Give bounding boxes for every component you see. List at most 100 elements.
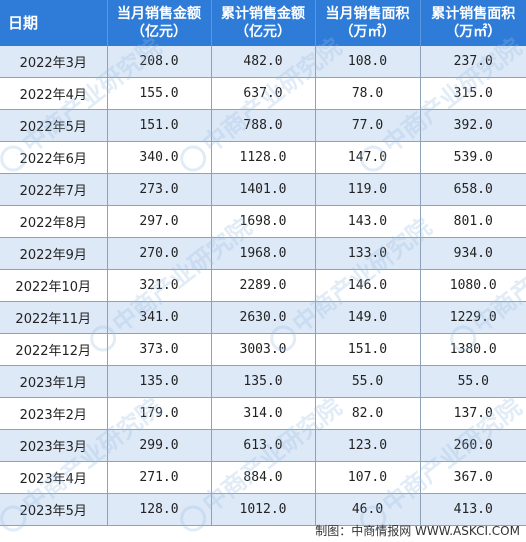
value-cell: 3003.0 — [211, 333, 316, 366]
value-cell: 55.0 — [315, 365, 421, 398]
value-cell: 119.0 — [315, 173, 421, 206]
value-cell: 135.0 — [107, 365, 212, 398]
value-cell: 539.0 — [420, 141, 526, 174]
value-cell: 46.0 — [315, 493, 421, 526]
value-cell: 151.0 — [107, 109, 212, 142]
date-cell: 2022年9月 — [0, 237, 108, 270]
source-credit: 制图：中商情报网 WWW.ASKCI.COM — [315, 524, 520, 538]
date-cell: 2023年3月 — [0, 429, 108, 462]
value-cell: 137.0 — [420, 397, 526, 430]
date-cell: 2023年4月 — [0, 461, 108, 494]
table-row: 2022年3月 208.0 482.0 108.0 237.0 — [0, 46, 526, 78]
value-cell: 273.0 — [107, 173, 212, 206]
value-cell: 1012.0 — [211, 493, 316, 526]
date-cell: 2022年4月 — [0, 77, 108, 110]
value-cell: 155.0 — [107, 77, 212, 110]
value-cell: 297.0 — [107, 205, 212, 238]
column-header-date: 日期 — [0, 0, 108, 46]
value-cell: 237.0 — [420, 46, 526, 78]
value-cell: 934.0 — [420, 237, 526, 270]
value-cell: 613.0 — [211, 429, 316, 462]
value-cell: 341.0 — [107, 301, 212, 334]
column-header-cumulative-sales-area: 累计销售面积 （万㎡） — [420, 0, 526, 46]
value-cell: 77.0 — [315, 109, 421, 142]
date-cell: 2022年3月 — [0, 46, 108, 78]
value-cell: 149.0 — [315, 301, 421, 334]
sales-table: 日期 当月销售金额 （亿元） 累计销售金额 （亿元） 当月销售面积 （万㎡） 累… — [0, 0, 526, 526]
value-cell: 143.0 — [315, 205, 421, 238]
table-row: 2022年4月 155.0 637.0 78.0 315.0 — [0, 77, 526, 110]
value-cell: 367.0 — [420, 461, 526, 494]
column-header-label: 日期 — [8, 14, 39, 32]
table-row: 2023年1月 135.0 135.0 55.0 55.0 — [0, 365, 526, 398]
value-cell: 1229.0 — [420, 301, 526, 334]
table-row: 2022年10月 321.0 2289.0 146.0 1080.0 — [0, 269, 526, 302]
value-cell: 637.0 — [211, 77, 316, 110]
value-cell: 2289.0 — [211, 269, 316, 302]
value-cell: 884.0 — [211, 461, 316, 494]
value-cell: 1080.0 — [420, 269, 526, 302]
value-cell: 1401.0 — [211, 173, 316, 206]
value-cell: 179.0 — [107, 397, 212, 430]
value-cell: 107.0 — [315, 461, 421, 494]
value-cell: 146.0 — [315, 269, 421, 302]
value-cell: 392.0 — [420, 109, 526, 142]
table-row: 2022年11月 341.0 2630.0 149.0 1229.0 — [0, 301, 526, 334]
value-cell: 260.0 — [420, 429, 526, 462]
table-body: 2022年3月 208.0 482.0 108.0 237.0 2022年4月 155.0 6… — [0, 46, 526, 526]
column-header-unit: （亿元） — [235, 24, 291, 40]
value-cell: 147.0 — [315, 141, 421, 174]
value-cell: 315.0 — [420, 77, 526, 110]
value-cell: 2630.0 — [211, 301, 316, 334]
value-cell: 658.0 — [420, 173, 526, 206]
table-header-row: 日期 当月销售金额 （亿元） 累计销售金额 （亿元） 当月销售面积 （万㎡） 累… — [0, 0, 526, 46]
value-cell: 55.0 — [420, 365, 526, 398]
value-cell: 413.0 — [420, 493, 526, 526]
value-cell: 340.0 — [107, 141, 212, 174]
date-cell: 2022年12月 — [0, 333, 108, 366]
value-cell: 373.0 — [107, 333, 212, 366]
table-row: 2023年4月 271.0 884.0 107.0 367.0 — [0, 461, 526, 494]
column-header-monthly-sales-area: 当月销售面积 （万㎡） — [315, 0, 421, 46]
column-header-label: 累计销售金额 — [221, 6, 305, 22]
value-cell: 801.0 — [420, 205, 526, 238]
value-cell: 108.0 — [315, 46, 421, 78]
date-cell: 2023年1月 — [0, 365, 108, 398]
value-cell: 128.0 — [107, 493, 212, 526]
column-header-label: 当月销售金额 — [117, 6, 201, 22]
table-row: 2023年3月 299.0 613.0 123.0 260.0 — [0, 429, 526, 462]
value-cell: 1380.0 — [420, 333, 526, 366]
date-cell: 2022年10月 — [0, 269, 108, 302]
column-header-label: 累计销售面积 — [431, 6, 516, 22]
date-cell: 2023年2月 — [0, 397, 108, 430]
date-cell: 2022年6月 — [0, 141, 108, 174]
value-cell: 1968.0 — [211, 237, 316, 270]
value-cell: 1698.0 — [211, 205, 316, 238]
value-cell: 151.0 — [315, 333, 421, 366]
value-cell: 482.0 — [211, 46, 316, 78]
value-cell: 270.0 — [107, 237, 212, 270]
table-row: 2022年5月 151.0 788.0 77.0 392.0 — [0, 109, 526, 142]
date-cell: 2022年7月 — [0, 173, 108, 206]
table-row: 2022年9月 270.0 1968.0 133.0 934.0 — [0, 237, 526, 270]
column-header-cumulative-sales-amount: 累计销售金额 （亿元） — [211, 0, 316, 46]
value-cell: 208.0 — [107, 46, 212, 78]
column-header-unit: （亿元） — [131, 24, 187, 40]
value-cell: 788.0 — [211, 109, 316, 142]
column-header-monthly-sales-amount: 当月销售金额 （亿元） — [107, 0, 212, 46]
date-cell: 2022年5月 — [0, 109, 108, 142]
table-row: 2022年7月 273.0 1401.0 119.0 658.0 — [0, 173, 526, 206]
date-cell: 2023年5月 — [0, 493, 108, 526]
date-cell: 2022年8月 — [0, 205, 108, 238]
column-header-label: 当月销售面积 — [325, 6, 410, 22]
column-header-unit: （万㎡） — [339, 24, 396, 40]
date-cell: 2022年11月 — [0, 301, 108, 334]
table-row: 2023年2月 179.0 314.0 82.0 137.0 — [0, 397, 526, 430]
value-cell: 321.0 — [107, 269, 212, 302]
table-row: 2023年5月 128.0 1012.0 46.0 413.0 — [0, 493, 526, 526]
value-cell: 299.0 — [107, 429, 212, 462]
value-cell: 1128.0 — [211, 141, 316, 174]
table-row: 2022年8月 297.0 1698.0 143.0 801.0 — [0, 205, 526, 238]
table-row: 2022年12月 373.0 3003.0 151.0 1380.0 — [0, 333, 526, 366]
value-cell: 133.0 — [315, 237, 421, 270]
